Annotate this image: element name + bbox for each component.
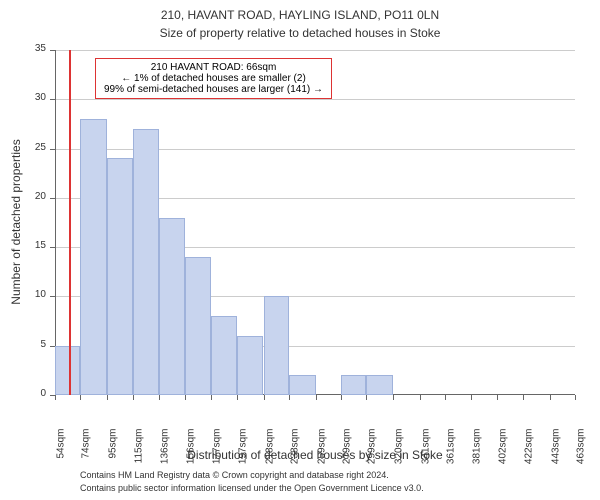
xtick-label: 115sqm bbox=[133, 429, 144, 479]
xtick-label: 443sqm bbox=[550, 429, 561, 479]
annotation-line-1: 210 HAVANT ROAD: 66sqm bbox=[104, 62, 323, 73]
xtick-mark bbox=[55, 395, 56, 400]
xtick-label: 422sqm bbox=[523, 429, 534, 479]
xtick-label: 218sqm bbox=[264, 429, 275, 479]
histogram-bar bbox=[55, 346, 80, 395]
xtick-label: 156sqm bbox=[185, 429, 196, 479]
histogram-bar bbox=[159, 218, 184, 395]
reference-line bbox=[69, 50, 71, 395]
xtick-mark bbox=[133, 395, 134, 400]
xtick-mark bbox=[497, 395, 498, 400]
xtick-label: 381sqm bbox=[471, 429, 482, 479]
ytick-mark bbox=[50, 247, 55, 248]
ytick-mark bbox=[50, 198, 55, 199]
histogram-bar bbox=[289, 375, 316, 395]
histogram-bar bbox=[133, 129, 160, 395]
ytick-label: 35 bbox=[20, 43, 46, 54]
ytick-label: 15 bbox=[20, 240, 46, 251]
xtick-label: 463sqm bbox=[576, 429, 587, 479]
xtick-label: 259sqm bbox=[316, 429, 327, 479]
annotation-line-3: 99% of semi-detached houses are larger (… bbox=[104, 84, 323, 95]
gridline bbox=[56, 50, 575, 51]
xtick-mark bbox=[107, 395, 108, 400]
ytick-label: 20 bbox=[20, 191, 46, 202]
ytick-label: 25 bbox=[20, 142, 46, 153]
xtick-mark bbox=[445, 395, 446, 400]
xtick-label: 177sqm bbox=[212, 429, 223, 479]
ytick-label: 5 bbox=[20, 339, 46, 350]
xtick-mark bbox=[471, 395, 472, 400]
ytick-mark bbox=[50, 50, 55, 51]
xtick-label: 54sqm bbox=[56, 429, 67, 479]
footer-line-2: Contains public sector information licen… bbox=[80, 483, 424, 493]
chart-title-1: 210, HAVANT ROAD, HAYLING ISLAND, PO11 0… bbox=[0, 8, 600, 22]
histogram-bar bbox=[237, 336, 264, 395]
ytick-mark bbox=[50, 99, 55, 100]
xtick-mark bbox=[211, 395, 212, 400]
xtick-label: 238sqm bbox=[289, 429, 300, 479]
xtick-label: 341sqm bbox=[420, 429, 431, 479]
histogram-bar bbox=[264, 296, 289, 395]
chart-title-2: Size of property relative to detached ho… bbox=[0, 26, 600, 40]
histogram-bar bbox=[107, 158, 132, 395]
xtick-label: 197sqm bbox=[237, 429, 248, 479]
xtick-mark bbox=[550, 395, 551, 400]
xtick-mark bbox=[159, 395, 160, 400]
histogram-bar bbox=[211, 316, 236, 395]
xtick-mark bbox=[341, 395, 342, 400]
xtick-mark bbox=[264, 395, 265, 400]
xtick-mark bbox=[237, 395, 238, 400]
histogram-bar bbox=[341, 375, 366, 395]
xtick-label: 299sqm bbox=[367, 429, 378, 479]
ytick-label: 10 bbox=[20, 289, 46, 300]
xtick-label: 95sqm bbox=[108, 429, 119, 479]
gridline bbox=[56, 99, 575, 100]
annotation-box: 210 HAVANT ROAD: 66sqm← 1% of detached h… bbox=[95, 58, 332, 99]
xtick-mark bbox=[80, 395, 81, 400]
xtick-label: 279sqm bbox=[342, 429, 353, 479]
xtick-mark bbox=[523, 395, 524, 400]
ytick-mark bbox=[50, 296, 55, 297]
xtick-mark bbox=[420, 395, 421, 400]
xtick-label: 402sqm bbox=[498, 429, 509, 479]
histogram-bar bbox=[185, 257, 212, 395]
xtick-mark bbox=[575, 395, 576, 400]
ytick-label: 30 bbox=[20, 92, 46, 103]
xtick-mark bbox=[316, 395, 317, 400]
xtick-label: 136sqm bbox=[160, 429, 171, 479]
xtick-mark bbox=[366, 395, 367, 400]
xtick-label: 361sqm bbox=[446, 429, 457, 479]
histogram-bar bbox=[80, 119, 107, 395]
annotation-line-2: ← 1% of detached houses are smaller (2) bbox=[104, 73, 323, 84]
xtick-mark bbox=[393, 395, 394, 400]
xtick-mark bbox=[289, 395, 290, 400]
xtick-mark bbox=[185, 395, 186, 400]
xtick-label: 74sqm bbox=[81, 429, 92, 479]
ytick-label: 0 bbox=[20, 388, 46, 399]
xtick-label: 320sqm bbox=[394, 429, 405, 479]
histogram-bar bbox=[366, 375, 393, 395]
ytick-mark bbox=[50, 149, 55, 150]
